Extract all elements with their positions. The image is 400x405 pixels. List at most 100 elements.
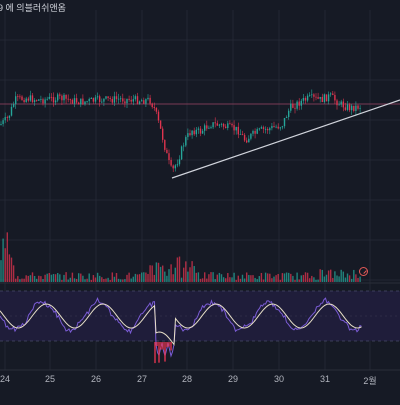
price-candle-body xyxy=(191,130,193,136)
price-candle-body xyxy=(193,130,195,135)
alert-icon[interactable] xyxy=(359,267,368,276)
volume-bar xyxy=(180,277,183,282)
volume-bar xyxy=(78,273,80,282)
price-candle-body xyxy=(67,98,69,100)
price-candle-body xyxy=(189,133,191,136)
volume-bar xyxy=(115,273,118,282)
volume-bar xyxy=(12,265,15,282)
price-candle-body xyxy=(321,96,323,103)
volume-bar xyxy=(120,279,122,282)
price-candle-body xyxy=(31,95,34,103)
price-candle-body xyxy=(166,149,168,154)
volume-bar xyxy=(302,274,305,282)
price-candle-body xyxy=(164,139,166,150)
volume-bar xyxy=(216,274,218,282)
volume-bar xyxy=(319,269,321,282)
volume-bar xyxy=(204,272,206,282)
volume-bar xyxy=(359,276,361,282)
volume-bar xyxy=(10,257,13,282)
price-candle-body xyxy=(346,104,349,110)
price-candle-body xyxy=(267,128,269,131)
volume-bar xyxy=(103,279,105,282)
volume-bar xyxy=(281,273,284,282)
volume-bar xyxy=(63,274,65,282)
price-candle-body xyxy=(19,96,21,98)
price-candle-body xyxy=(353,105,355,111)
price-candle-body xyxy=(8,115,11,118)
volume-bar xyxy=(105,278,107,282)
volume-bar xyxy=(57,273,59,282)
volume-bar xyxy=(262,279,265,282)
volume-bar xyxy=(128,272,130,282)
volume-bar xyxy=(348,275,351,282)
price-candle-body xyxy=(107,96,109,99)
volume-bar xyxy=(36,278,38,282)
volume-bar xyxy=(298,279,300,282)
price-candle-body xyxy=(252,130,254,134)
volume-bar xyxy=(75,278,78,282)
volume-bar xyxy=(138,274,141,282)
volume-bar xyxy=(193,266,195,282)
price-candle-body xyxy=(52,97,55,103)
price-candle-body xyxy=(6,117,8,118)
price-candle-body xyxy=(12,104,15,107)
volume-bar xyxy=(65,272,67,282)
price-candle-body xyxy=(235,126,237,131)
price-candle-body xyxy=(348,104,351,111)
price-candle-body xyxy=(153,107,155,108)
volume-bar xyxy=(254,277,256,282)
volume-bar xyxy=(271,278,273,282)
price-candle-body xyxy=(336,100,338,106)
volume-bar xyxy=(88,273,90,282)
price-candle-body xyxy=(342,101,344,108)
volume-bar xyxy=(252,275,254,282)
price-candle-body xyxy=(90,97,92,99)
price-candle-body xyxy=(138,101,141,104)
volume-bar xyxy=(285,272,288,282)
price-candle-body xyxy=(201,130,204,134)
price-candle-body xyxy=(134,96,137,100)
price-candle-body xyxy=(218,124,221,126)
price-candle-body xyxy=(183,145,185,147)
volume-bar xyxy=(197,272,200,282)
volume-bar xyxy=(52,273,55,282)
price-candle-body xyxy=(176,164,179,166)
volume-bar xyxy=(199,278,202,282)
volume-bar xyxy=(178,256,181,282)
volume-bar xyxy=(99,275,101,282)
price-candle-body xyxy=(105,96,107,99)
price-candle-body xyxy=(155,107,158,112)
volume-bar xyxy=(195,272,197,282)
price-candle-body xyxy=(315,96,317,98)
price-candle-body xyxy=(355,105,357,111)
price-candle-body xyxy=(206,125,208,129)
volume-bar xyxy=(6,232,8,282)
volume-bar xyxy=(50,274,53,282)
volume-bar xyxy=(277,273,279,282)
volume-bar xyxy=(246,272,248,282)
volume-bar xyxy=(185,261,187,282)
time-label-25: 25 xyxy=(44,374,56,384)
volume-bar xyxy=(166,275,168,282)
price-candle-body xyxy=(54,100,57,103)
volume-bar xyxy=(256,279,258,282)
price-candle-body xyxy=(115,96,118,100)
price-candle-body xyxy=(80,98,82,105)
price-candle-body xyxy=(92,97,95,102)
volume-bar xyxy=(31,272,34,282)
volume-bar xyxy=(269,273,271,282)
volume-bar xyxy=(334,271,336,282)
volume-bar xyxy=(317,279,319,282)
price-candle-body xyxy=(227,123,229,128)
volume-bar xyxy=(113,276,116,282)
volume-bar xyxy=(19,279,21,282)
price-candle-body xyxy=(151,103,153,108)
volume-bar xyxy=(46,273,48,282)
volume-bar xyxy=(294,279,296,282)
price-candle-body xyxy=(78,102,80,105)
price-candle-body xyxy=(149,97,151,104)
price-candle-body xyxy=(279,127,281,129)
volume-bar xyxy=(355,274,357,282)
